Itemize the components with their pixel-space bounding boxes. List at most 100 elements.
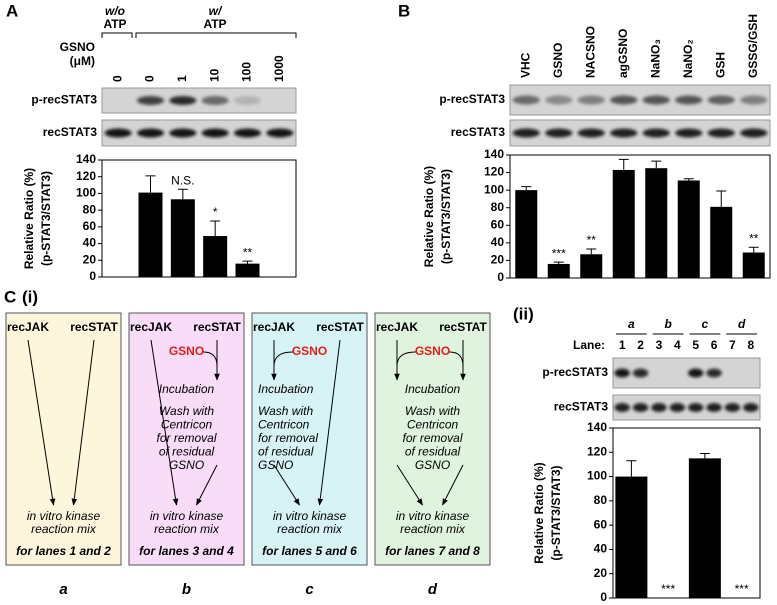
category-label: agGSNO [616, 29, 630, 78]
blot-band [512, 128, 540, 138]
curve [273, 351, 293, 367]
wash-label: for removal [258, 431, 318, 445]
protocol-box [251, 312, 368, 566]
blot-label: recSTAT3 [451, 125, 506, 139]
blot-band [706, 368, 722, 378]
wash-label: of residual [405, 445, 461, 459]
blot-band [614, 368, 630, 378]
y-axis-label: Relative Ratio (%) [422, 166, 436, 267]
error-bar [626, 460, 637, 477]
panel-label: A [6, 1, 18, 20]
plot-frame [612, 427, 761, 599]
bar [612, 169, 635, 278]
blot-band [669, 403, 686, 412]
y-tick-label: 0 [497, 270, 504, 284]
bar [645, 168, 668, 278]
blot-band [706, 403, 722, 412]
category-label: 0 [143, 75, 157, 82]
blot-band [233, 96, 262, 105]
output-label: reaction mix [277, 522, 343, 536]
category-label: c [702, 317, 709, 331]
step-label: Incubation [405, 382, 461, 396]
wash-label: of residual [258, 445, 314, 459]
bar [710, 206, 733, 278]
curve [396, 351, 416, 367]
error-bar [716, 190, 727, 207]
curve [203, 351, 218, 367]
significance-label: ** [587, 233, 597, 247]
condition-label: w/ [209, 4, 223, 18]
lanes-label: for lanes 1 and 2 [16, 544, 111, 558]
significance-label: * [213, 205, 218, 219]
significance-label: *** [735, 582, 749, 596]
blot-band [136, 128, 165, 138]
y-tick-label: 20 [594, 566, 608, 580]
blot-band [707, 128, 735, 138]
arrow [27, 339, 56, 506]
plot-frame [509, 154, 771, 279]
category-label: GSNO [551, 43, 565, 78]
blot-band [642, 128, 670, 138]
y-tick-label: 120 [587, 444, 607, 458]
input-label: recSTAT [316, 320, 364, 334]
lane-number: 5 [692, 338, 699, 352]
lane-number: 4 [674, 338, 681, 352]
significance-label: ** [749, 231, 759, 245]
blot-band [707, 95, 735, 105]
category-label: GSH [713, 52, 727, 78]
input-label: recSTAT [70, 320, 118, 334]
panel-label: B [398, 1, 410, 20]
y-tick-label: 80 [594, 493, 608, 507]
box-label: b [182, 581, 191, 598]
arrow [396, 464, 423, 506]
error-bar [553, 261, 564, 264]
lane-number: 2 [637, 338, 644, 352]
bar [742, 252, 765, 278]
lanes-label: for lanes 5 and 6 [262, 544, 357, 558]
treatment-label: GSNO [292, 344, 327, 358]
input-label: recSTAT [193, 320, 241, 334]
arrow [273, 464, 300, 506]
error-bar [145, 175, 156, 193]
wash-label: for removal [156, 431, 216, 445]
bar [580, 254, 603, 278]
blot-label: p-recSTAT3 [542, 365, 608, 379]
y-tick-label: 60 [594, 517, 608, 531]
panel-label: (ii) [513, 304, 534, 323]
blot-band [632, 403, 649, 412]
bar [515, 190, 538, 278]
wash-label: Wash with [258, 404, 313, 418]
blot-band [610, 95, 638, 105]
blot-band [266, 128, 294, 138]
input-label: recJAK [253, 320, 295, 334]
step-label: Incubation [159, 382, 215, 396]
bar [677, 180, 700, 278]
error-bar [521, 186, 532, 191]
gsno-label: GSNO [60, 40, 95, 54]
treatment-label: GSNO [415, 344, 450, 358]
blot-band [233, 128, 262, 138]
significance-label: ** [243, 245, 253, 259]
lanes-label: for lanes 3 and 4 [139, 544, 234, 558]
input-label: recJAK [376, 320, 418, 334]
bar [615, 476, 648, 598]
y-axis-label: (p-STAT3/STAT3) [549, 465, 563, 560]
blot-band [577, 128, 605, 138]
arrow [442, 464, 464, 506]
panel-label: C [4, 287, 16, 306]
blot-band [724, 403, 741, 412]
y-tick-label: 60 [83, 219, 97, 233]
blot-label: recSTAT3 [554, 400, 609, 414]
y-tick-label: 20 [83, 252, 97, 266]
y-tick-label: 60 [491, 217, 505, 231]
y-tick-label: 140 [587, 420, 607, 434]
category-label: 1000 [272, 55, 286, 82]
blot-band [740, 128, 768, 138]
blot-band [577, 95, 605, 105]
blot-band [687, 403, 704, 412]
protocol-box [5, 312, 122, 566]
bracket [101, 32, 297, 38]
blot-band [675, 128, 703, 138]
